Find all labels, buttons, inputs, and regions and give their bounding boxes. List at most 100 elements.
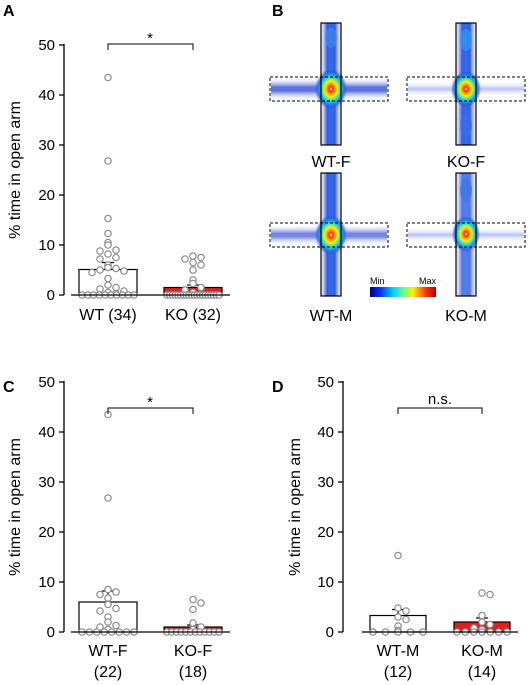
data-point — [394, 604, 402, 612]
data-point — [197, 599, 205, 607]
y-tick-labels: 0 10 20 30 40 50 — [38, 374, 55, 641]
data-point — [120, 267, 128, 275]
panel-letter-b: B — [272, 3, 284, 20]
y-tick-label: 20 — [38, 187, 55, 204]
data-point — [104, 585, 112, 594]
data-point — [112, 264, 120, 273]
significance-bracket — [107, 407, 194, 414]
y-axis — [338, 381, 344, 633]
significance-label: n.s. — [428, 391, 452, 408]
data-point — [96, 266, 104, 274]
y-axis-title: % time in open arm — [7, 101, 24, 239]
data-point — [112, 604, 120, 613]
data-point — [197, 283, 205, 292]
data-point — [189, 605, 197, 614]
data-point — [197, 253, 205, 262]
heatmap-label: KO-F — [447, 154, 485, 171]
data-point — [486, 620, 494, 629]
data-point — [394, 613, 402, 621]
colorbar-min-label: Min — [370, 276, 385, 286]
y-tick-label: 20 — [38, 524, 55, 541]
y-axis-title: % time in open arm — [287, 438, 304, 576]
y-tick-label: 40 — [38, 87, 55, 104]
data-point — [96, 607, 104, 615]
colorbar-max-label: Max — [419, 276, 437, 286]
heatmap-label: WT-M — [310, 308, 353, 325]
y-tick-label: 20 — [317, 524, 334, 541]
y-tick-labels: 0 10 20 30 40 50 — [317, 374, 334, 641]
significance-bracket — [397, 407, 483, 414]
data-point — [189, 619, 197, 627]
data-point — [104, 241, 112, 249]
panel-letter-c: C — [3, 379, 15, 396]
data-point — [197, 261, 205, 269]
data-point — [394, 551, 402, 560]
y-tick-label: 0 — [47, 624, 55, 641]
y-tick-label: 40 — [317, 424, 334, 441]
panel-c: % time in open arm 0 10 20 30 40 50 * WT… — [7, 374, 230, 681]
data-point — [96, 285, 104, 293]
significance-label: * — [147, 30, 153, 47]
data-point — [104, 263, 112, 272]
data-point — [104, 250, 112, 258]
data-point — [402, 615, 410, 624]
data-point — [88, 268, 96, 277]
bar-group — [71, 410, 230, 636]
panel-letter-d: D — [272, 379, 284, 396]
heatmap-ko-f — [406, 22, 526, 146]
panel-b: WT-F KO-F WT-M KO-M Min Max — [269, 22, 526, 325]
y-tick-labels: 0 10 20 30 40 50 — [38, 37, 55, 304]
heatmap-wt-m — [269, 172, 389, 297]
y-tick-label: 10 — [38, 237, 55, 254]
bar-group — [71, 73, 230, 299]
y-axis — [59, 44, 65, 296]
data-point — [112, 246, 120, 254]
y-tick-label: 30 — [317, 474, 334, 491]
x-category-label: (12) — [384, 664, 412, 681]
data-point — [112, 621, 120, 630]
data-point — [104, 494, 112, 502]
data-point — [189, 266, 197, 274]
y-axis-title: % time in open arm — [7, 438, 24, 576]
x-category-label: (22) — [94, 664, 122, 681]
x-category-label: WT-F — [88, 643, 127, 660]
data-point — [402, 607, 410, 615]
data-point — [96, 247, 104, 255]
heatmap-label: KO-M — [445, 308, 487, 325]
panel-letter-a: A — [3, 3, 15, 20]
data-point — [104, 594, 112, 602]
y-tick-label: 10 — [38, 574, 55, 591]
panel-a: % time in open arm 0 10 20 30 40 50 * WT… — [7, 30, 230, 324]
data-point — [189, 279, 197, 288]
x-category-label: KO-F — [174, 643, 212, 660]
heatmap-label: WT-F — [311, 154, 350, 171]
data-point — [112, 588, 120, 596]
data-point — [478, 618, 486, 626]
data-point — [104, 618, 112, 626]
y-tick-label: 40 — [38, 424, 55, 441]
data-point — [104, 157, 112, 165]
data-point — [96, 255, 104, 263]
y-tick-label: 50 — [317, 374, 334, 391]
data-point — [189, 258, 197, 267]
y-tick-label: 0 — [326, 624, 334, 641]
panel-d: % time in open arm 0 10 20 30 40 50 n.s.… — [287, 374, 518, 681]
data-point — [189, 252, 197, 260]
x-category-label: WT-M — [377, 643, 420, 660]
y-tick-label: 10 — [317, 574, 334, 591]
x-category-label: KO-M — [461, 643, 503, 660]
x-category-label: KO (32) — [165, 307, 221, 324]
data-point — [96, 590, 104, 599]
bar-group — [362, 551, 518, 636]
data-point — [478, 589, 486, 597]
data-point — [486, 590, 494, 599]
data-point — [112, 253, 120, 262]
data-point — [104, 274, 112, 283]
y-tick-label: 30 — [38, 137, 55, 154]
y-tick-label: 0 — [47, 287, 55, 304]
colorbar: Min Max — [370, 276, 436, 297]
data-point — [478, 611, 486, 620]
significance-bracket — [107, 43, 194, 50]
x-category-label: WT (34) — [79, 307, 136, 324]
